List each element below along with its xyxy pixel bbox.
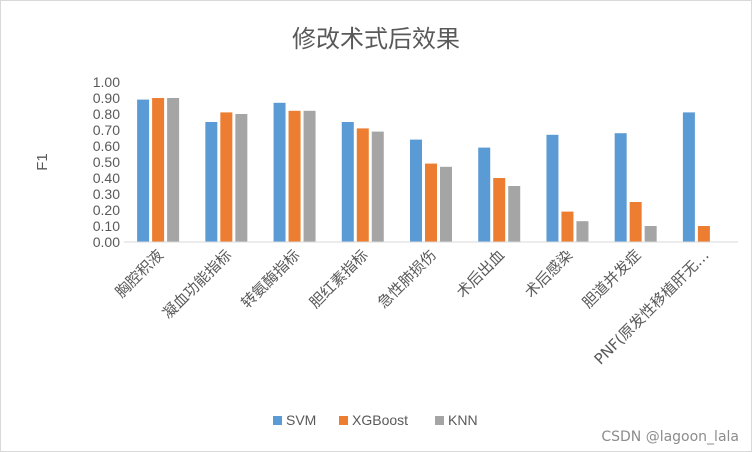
y-tick-label: 0.50 xyxy=(93,154,120,170)
legend-label: KNN xyxy=(448,412,478,428)
category-label: 术后出血 xyxy=(453,246,508,301)
y-axis-label: F1 xyxy=(34,153,51,171)
y-tick-label: 0.30 xyxy=(93,186,120,202)
bars-group xyxy=(137,98,710,243)
y-tick-label: 1.00 xyxy=(93,74,120,90)
category-label: 胸腔积液 xyxy=(112,246,167,301)
bar-svm xyxy=(478,147,491,242)
y-tick-label: 0.00 xyxy=(93,234,120,250)
bar-xgboost xyxy=(493,178,506,242)
legend-swatch xyxy=(273,416,282,425)
category-label: 术后感染 xyxy=(521,246,576,301)
bar-svm xyxy=(614,133,627,242)
bar-svm xyxy=(682,112,695,243)
bar-svm xyxy=(273,102,286,242)
bar-knn xyxy=(235,114,248,242)
chart-title: 修改术式后效果 xyxy=(292,25,460,53)
category-label: 急性肺损伤 xyxy=(374,246,440,312)
watermark-text: CSDN @lagoon_lala xyxy=(601,429,739,445)
bar-knn xyxy=(508,186,521,242)
bar-knn xyxy=(440,166,452,242)
bar-xgboost xyxy=(629,202,642,242)
bar-svm xyxy=(205,122,218,242)
bar-svm xyxy=(546,134,559,242)
bar-xgboost xyxy=(697,226,710,242)
legend-label: SVM xyxy=(286,412,316,428)
legend: SVM XGBoost KNN xyxy=(273,412,478,428)
category-label: 胆红素指标 xyxy=(306,246,372,312)
legend-swatch xyxy=(339,416,348,425)
bar-svm xyxy=(341,122,354,242)
bar-xgboost xyxy=(425,163,437,242)
y-tick-label: 0.80 xyxy=(93,106,120,122)
bar-knn xyxy=(644,226,657,242)
category-label: 凝血功能指标 xyxy=(159,246,235,322)
bar-knn xyxy=(371,131,384,242)
bar-xgboost xyxy=(356,128,369,242)
y-tick-label: 0.70 xyxy=(93,122,120,138)
category-label: PNF(原发性移植肝无… xyxy=(591,246,713,368)
y-tick-label: 0.40 xyxy=(93,170,120,186)
bar-svm xyxy=(410,139,422,242)
legend-swatch xyxy=(435,416,444,425)
bar-knn xyxy=(303,110,316,242)
y-tick-label: 0.60 xyxy=(93,138,120,154)
legend-label: XGBoost xyxy=(352,412,408,428)
bar-xgboost xyxy=(288,110,301,242)
y-tick-label: 0.10 xyxy=(93,218,120,234)
bar-xgboost xyxy=(220,112,233,243)
bar-svm xyxy=(137,99,150,242)
category-label: 转氨酶指标 xyxy=(238,246,304,312)
bar-xgboost xyxy=(561,211,574,242)
category-label: 胆道并发症 xyxy=(579,246,645,312)
bar-knn xyxy=(167,98,180,242)
bar-xgboost xyxy=(152,98,165,242)
y-tick-label: 0.20 xyxy=(93,202,120,218)
y-tick-label: 0.90 xyxy=(93,90,120,106)
y-axis-ticks: 0.000.100.200.300.400.500.600.700.800.90… xyxy=(93,74,120,250)
bar-knn xyxy=(576,221,589,242)
